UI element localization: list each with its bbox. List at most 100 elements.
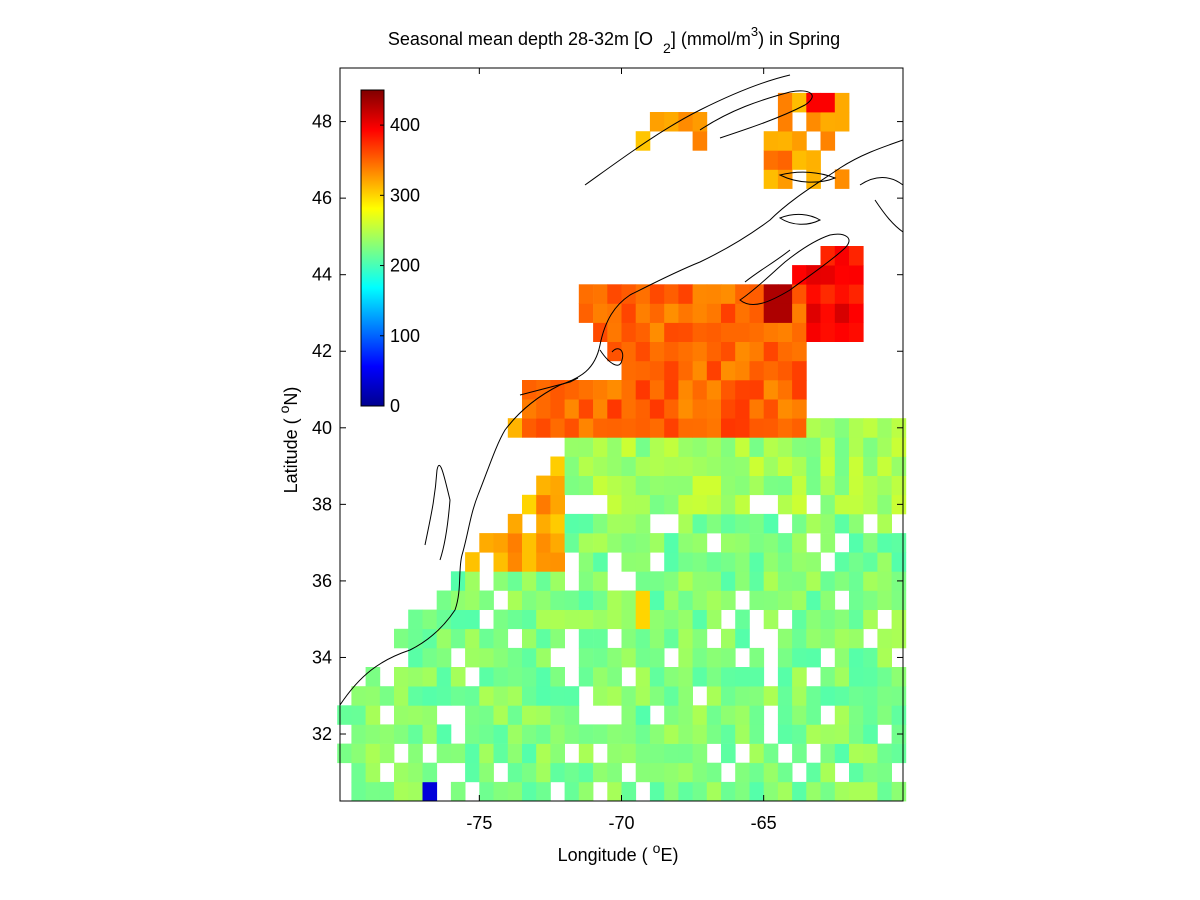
heatmap-cell [792, 513, 807, 534]
heatmap-cell [493, 647, 509, 668]
heatmap-cell [735, 724, 750, 744]
heatmap-cell [792, 647, 807, 668]
heatmap-cell [593, 418, 608, 438]
heatmap-cell [408, 724, 423, 744]
heatmap-cell [763, 322, 779, 342]
heatmap-cell [692, 112, 708, 132]
heatmap-cell [792, 552, 807, 572]
heatmap-cell [664, 667, 679, 687]
heatmap-cell [678, 322, 693, 342]
heatmap-cell [749, 360, 765, 381]
y-tick-label: 38 [312, 494, 332, 514]
heatmap-cell [749, 647, 765, 668]
heatmap-cell [735, 533, 750, 553]
heatmap-cell [735, 380, 750, 400]
heatmap-cell [692, 399, 708, 419]
heatmap-cell [891, 628, 907, 649]
heatmap-cell [792, 686, 807, 706]
heatmap-cell [820, 533, 836, 553]
heatmap-cell [735, 399, 750, 419]
heatmap-cell [649, 686, 665, 706]
heatmap-cell [721, 399, 736, 419]
heatmap-cell [649, 571, 665, 591]
heatmap-cell [849, 303, 864, 323]
y-axis: 32 34 36 38 40 42 44 46 48 [312, 112, 903, 744]
heatmap-cell [649, 494, 665, 515]
heatmap-cell [849, 724, 864, 744]
heatmap-cell [834, 92, 850, 113]
heatmap-cell [564, 762, 580, 783]
heatmap-cell [706, 475, 722, 496]
heatmap-cell [706, 609, 722, 630]
heatmap-cell [536, 590, 551, 610]
heatmap-cell [465, 609, 480, 630]
heatmap-cell [849, 552, 864, 572]
heatmap-cell [578, 590, 594, 610]
heatmap-cell [564, 475, 580, 496]
heatmap-cell [635, 762, 651, 783]
heatmap-cell [763, 781, 779, 802]
heatmap-cell [749, 418, 765, 438]
heatmap-cell [536, 724, 551, 744]
heatmap-cell [621, 609, 637, 630]
heatmap-cell [692, 609, 708, 630]
heatmap-cell [763, 150, 779, 170]
heatmap-cell [777, 475, 793, 496]
heatmap-cell [706, 341, 722, 362]
heatmap-cell [863, 647, 878, 668]
heatmap-cell [436, 686, 452, 706]
heatmap-cell [763, 456, 779, 476]
heatmap-cell [649, 609, 665, 630]
heatmap-cell [408, 762, 423, 783]
heatmap-cell [806, 92, 821, 113]
heatmap-cell [635, 647, 651, 668]
heatmap-cell [493, 552, 509, 572]
heatmap-cell [493, 724, 509, 744]
heatmap-cell [849, 284, 864, 304]
heatmap-cell [763, 609, 779, 630]
x-tick-label: -70 [608, 813, 634, 833]
heatmap-cell [507, 513, 523, 534]
heatmap-cell [394, 762, 409, 783]
heatmap-cell [678, 781, 693, 802]
heatmap-cell [649, 437, 665, 457]
heatmap-cell [507, 533, 523, 553]
heatmap-cell [621, 686, 637, 706]
heatmap-cell [820, 92, 836, 113]
y-tick-label: 34 [312, 647, 332, 667]
heatmap-cell [706, 552, 722, 572]
heatmap-cell [749, 743, 765, 764]
heatmap-cell [607, 762, 622, 783]
heatmap-cell [792, 494, 807, 515]
heatmap-cell [735, 686, 750, 706]
heatmap-cell [536, 762, 551, 783]
heatmap-cell [834, 169, 850, 189]
heatmap-cell [479, 743, 494, 764]
heatmap-cell [777, 705, 793, 725]
heatmap-cell [820, 513, 836, 534]
heatmap-cell [820, 284, 836, 304]
heatmap-cell [792, 781, 807, 802]
heatmap-cell [891, 437, 907, 457]
heatmap-cell [365, 762, 381, 783]
heatmap-cell [863, 781, 878, 802]
heatmap-cell [678, 360, 693, 381]
chart-title: Seasonal mean depth 28-32m [O 2] (mmol/m3… [388, 24, 840, 56]
heatmap-cell [578, 628, 594, 649]
heatmap-cell [849, 590, 864, 610]
heatmap-cell [877, 628, 892, 649]
heatmap-cell [863, 418, 878, 438]
heatmap-cell [806, 552, 821, 572]
heatmap-cell [749, 399, 765, 419]
heatmap-cell [706, 322, 722, 342]
heatmap-cell [721, 552, 736, 572]
heatmap-cell [706, 781, 722, 802]
heatmap-cell [678, 513, 693, 534]
heatmap-cell [536, 743, 551, 764]
heatmap-cell [834, 322, 850, 342]
heatmap-cell [408, 743, 423, 764]
heatmap-cell [379, 724, 395, 744]
heatmap-cell [777, 112, 793, 132]
heatmap-cell [792, 341, 807, 362]
heatmap-cell [365, 743, 381, 764]
